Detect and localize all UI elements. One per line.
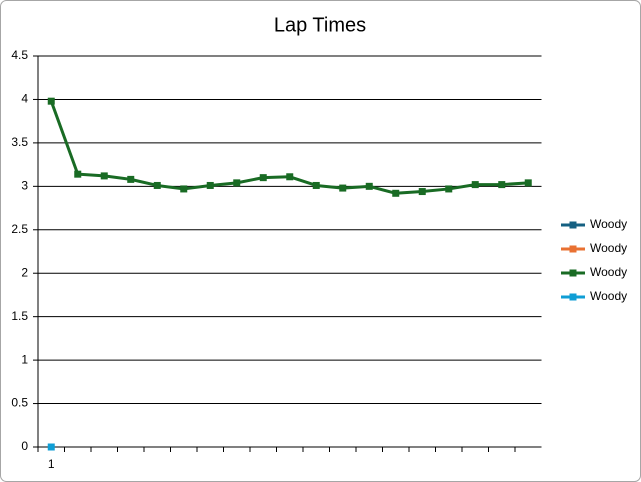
point-marker [259, 174, 267, 182]
point-marker [47, 443, 55, 451]
point-marker [471, 181, 479, 189]
point-marker [365, 182, 373, 190]
y-tick-label: 2 [21, 265, 28, 279]
point-marker [180, 185, 188, 193]
y-tick-label: 4.5 [11, 48, 28, 62]
chart-title: Lap Times [274, 14, 366, 36]
y-tick-label: 4 [21, 92, 28, 106]
point-marker [206, 181, 214, 189]
y-tick-label: 0.5 [11, 396, 28, 410]
y-tick-label: 1.5 [11, 309, 28, 323]
point-marker [498, 181, 506, 189]
point-marker [47, 97, 55, 105]
point-marker [127, 175, 135, 183]
point-marker [312, 181, 320, 189]
legend-label: Woody [590, 265, 627, 279]
legend-marker [569, 245, 577, 253]
legend-label: Woody [590, 289, 627, 303]
point-marker [74, 170, 82, 178]
x-tick-label: 1 [48, 457, 55, 471]
legend-marker [569, 293, 577, 301]
point-marker [524, 179, 532, 187]
point-marker [100, 172, 108, 180]
legend-label: Woody [590, 241, 627, 255]
point-marker [233, 179, 241, 187]
point-marker [286, 173, 294, 181]
point-marker [392, 189, 400, 197]
y-tick-label: 1 [21, 352, 28, 366]
point-marker [445, 185, 453, 193]
y-tick-label: 0 [21, 439, 28, 453]
point-marker [418, 188, 426, 196]
y-tick-label: 3.5 [11, 135, 28, 149]
y-tick-label: 3 [21, 179, 28, 193]
point-marker [153, 181, 161, 189]
y-tick-label: 2.5 [11, 222, 28, 236]
legend-marker [569, 221, 577, 229]
legend-label: Woody [590, 217, 627, 231]
point-marker [339, 184, 347, 192]
legend-marker [569, 269, 577, 277]
